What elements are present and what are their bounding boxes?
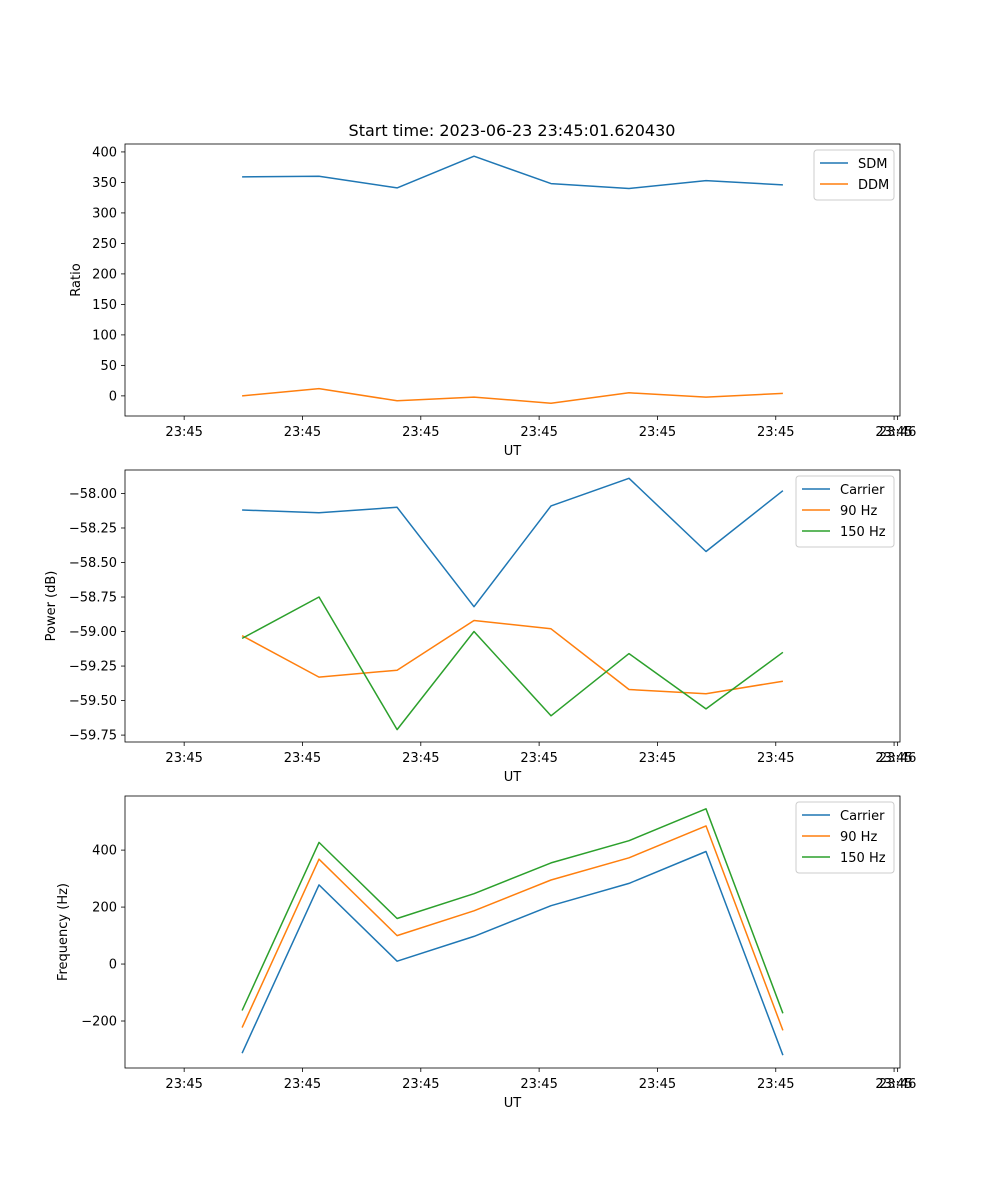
panel-1-y-tick-label: 150: [92, 298, 117, 313]
panel-1-axes-frame: [124, 143, 901, 417]
panel-3-y-axis-label: Frequency (Hz): [56, 883, 71, 981]
panel-1-y-tick-label: 50: [100, 359, 117, 374]
panel-1-x-tick-label: 23:45: [639, 425, 676, 440]
panel-2-y-tick-label: −58.50: [69, 556, 117, 571]
panel-2-y-tick-label: −59.25: [69, 660, 117, 675]
panel-3-legend-label: 150 Hz: [840, 851, 886, 866]
panel-3-y-tick-label: 400: [92, 844, 117, 859]
panel-2-x-axis-label: UT: [504, 770, 522, 785]
panel-1-x-tick-label: 23:45: [520, 425, 557, 440]
panel-1-y-tick-label: 350: [92, 176, 117, 191]
panel-1-series-ddm-line: [242, 387, 783, 404]
panel-3-x-tick-label: 23:45: [520, 1077, 557, 1092]
panel-1-legend-label: DDM: [858, 178, 889, 193]
panel-1-x-tick-label: 23:45: [165, 425, 202, 440]
panel-3-x-tick-label: 23:45: [757, 1077, 794, 1092]
panel-2-x-tick-label: 23:46: [879, 751, 916, 766]
panel-1-x-tick-label: 23:45: [284, 425, 321, 440]
panel-2-x-tick-label: 23:45: [165, 751, 202, 766]
panel-3-y-tick-label: 0: [109, 958, 117, 973]
panel-2-series-carrier-line: [242, 477, 784, 608]
panel-3-x-axis-label: UT: [504, 1096, 522, 1111]
panel-3-x-tick-label: 23:45: [284, 1077, 321, 1092]
panel-2-y-tick-label: −58.75: [69, 591, 117, 606]
panel-2-axes-frame: [124, 469, 901, 743]
panel-3-y-tick-label: 200: [92, 901, 117, 916]
panel-2-legend-label: Carrier: [840, 483, 885, 498]
panel-3-axes-frame: [124, 795, 901, 1069]
panel-2-x-tick-label: 23:45: [875, 751, 912, 766]
panel-1-x-axis-label: UT: [504, 444, 522, 459]
panel-2-x-tick-label: 23:45: [757, 751, 794, 766]
panel-2-series-90-hz-line: [241, 619, 784, 695]
panel-3-x-tick-label: 23:46: [879, 1077, 916, 1092]
panel-1-y-tick-label: 0: [109, 389, 117, 404]
panel-1-y-tick-label: 300: [92, 206, 117, 221]
panel-3-legend-box: [795, 801, 895, 874]
panel-3-series-carrier-line: [241, 850, 784, 1056]
panel-2-x-tick-label: 23:45: [402, 751, 439, 766]
panel-2-y-axis-label: Power (dB): [44, 571, 59, 642]
panel-2-x-tick-label: 23:45: [639, 751, 676, 766]
panel-1-series-sdm-line: [242, 155, 783, 190]
panel-2-legend-label: 90 Hz: [840, 504, 877, 519]
panel-2-y-tick-label: −58.25: [69, 521, 117, 536]
panel-3-x-tick-label: 23:45: [875, 1077, 912, 1092]
panel-1-y-tick-label: 400: [92, 145, 117, 160]
panel-1-legend-label: SDM: [858, 157, 887, 172]
panel-2-y-tick-label: −59.75: [69, 729, 117, 744]
panel-2-y-tick-label: −58.00: [69, 487, 117, 502]
panel-3-series-90-hz-line: [241, 825, 784, 1031]
panel-1-x-tick-label: 23:45: [875, 425, 912, 440]
panel-1-y-axis-label: Ratio: [69, 263, 84, 296]
panel-2-legend-box: [795, 475, 895, 548]
panel-1-y-tick-label: 100: [92, 328, 117, 343]
panel-1-x-tick-label: 23:46: [879, 425, 916, 440]
panel-1-y-tick-label: 250: [92, 237, 117, 252]
panel-2-x-tick-label: 23:45: [284, 751, 321, 766]
panel-2-legend-label: 150 Hz: [840, 525, 886, 540]
panel-3-legend-label: 90 Hz: [840, 830, 877, 845]
panel-1-x-tick-label: 23:45: [757, 425, 794, 440]
panel-2-y-tick-label: −59.00: [69, 625, 117, 640]
chart-title: Start time: 2023-06-23 23:45:01.620430: [349, 121, 676, 140]
panel-2-series-150-hz-line: [241, 596, 784, 731]
panel-3-x-tick-label: 23:45: [402, 1077, 439, 1092]
panel-2-y-tick-label: −59.50: [69, 694, 117, 709]
panel-1-y-tick-label: 200: [92, 267, 117, 282]
panel-3-x-tick-label: 23:45: [639, 1077, 676, 1092]
panel-2-x-tick-label: 23:45: [520, 751, 557, 766]
panel-3-x-tick-label: 23:45: [165, 1077, 202, 1092]
panel-3-legend-label: Carrier: [840, 809, 885, 824]
panel-1-x-tick-label: 23:45: [402, 425, 439, 440]
panel-3-series-150-hz-line: [241, 808, 784, 1014]
panel-3-y-tick-label: −200: [81, 1015, 117, 1030]
